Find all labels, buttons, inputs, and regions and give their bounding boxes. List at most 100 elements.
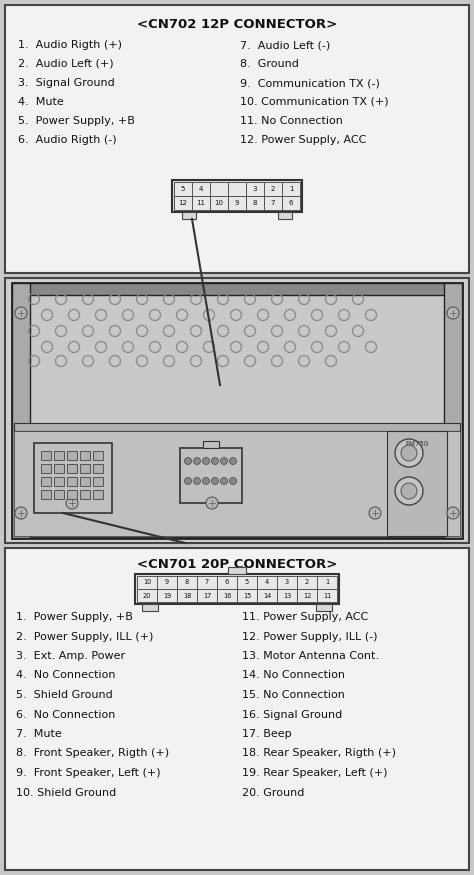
- Circle shape: [193, 458, 201, 465]
- Circle shape: [15, 307, 27, 319]
- Circle shape: [184, 478, 191, 485]
- Bar: [217, 589, 237, 602]
- Text: 7: 7: [205, 579, 209, 585]
- Bar: [14, 423, 460, 431]
- Text: 12: 12: [303, 592, 311, 598]
- Text: 19. Rear Speaker, Left (+): 19. Rear Speaker, Left (+): [242, 768, 388, 778]
- Bar: [137, 589, 157, 602]
- Text: 18. Rear Speaker, Rigth (+): 18. Rear Speaker, Rigth (+): [242, 748, 396, 759]
- Circle shape: [229, 478, 237, 485]
- Bar: [444, 283, 462, 538]
- Bar: [5, 278, 469, 543]
- Bar: [257, 589, 277, 602]
- Bar: [41, 490, 51, 499]
- Text: 12. Power Supply, ACC: 12. Power Supply, ACC: [240, 135, 366, 145]
- Bar: [387, 431, 447, 536]
- Bar: [54, 464, 64, 473]
- Bar: [317, 589, 337, 602]
- Bar: [282, 182, 300, 196]
- Text: 4.  Mute: 4. Mute: [18, 97, 64, 107]
- Text: 6.  Audio Rigth (-): 6. Audio Rigth (-): [18, 135, 117, 145]
- Text: 2: 2: [271, 186, 275, 192]
- Text: 3: 3: [285, 579, 289, 585]
- Bar: [197, 576, 217, 589]
- Text: 16. Signal Ground: 16. Signal Ground: [242, 710, 342, 719]
- Text: 9: 9: [165, 579, 169, 585]
- Text: 4: 4: [265, 579, 269, 585]
- Bar: [277, 589, 297, 602]
- Bar: [54, 490, 64, 499]
- Circle shape: [447, 307, 459, 319]
- Bar: [177, 576, 197, 589]
- Text: <CN701 20P CONNECTOR>: <CN701 20P CONNECTOR>: [137, 558, 337, 571]
- Text: FM750: FM750: [405, 441, 428, 447]
- Text: 14: 14: [263, 592, 271, 598]
- Text: 5: 5: [245, 579, 249, 585]
- Text: 19: 19: [163, 592, 171, 598]
- Bar: [192, 182, 210, 196]
- Text: 1: 1: [325, 579, 329, 585]
- Bar: [67, 490, 77, 499]
- Bar: [210, 196, 228, 210]
- Text: 9.  Communication TX (-): 9. Communication TX (-): [240, 78, 380, 88]
- Bar: [93, 464, 103, 473]
- Circle shape: [401, 483, 417, 499]
- Text: 17. Beep: 17. Beep: [242, 729, 292, 739]
- Circle shape: [220, 458, 228, 465]
- Circle shape: [202, 458, 210, 465]
- Bar: [142, 604, 158, 611]
- Text: 1.  Power Supply, +B: 1. Power Supply, +B: [16, 612, 133, 622]
- Bar: [14, 431, 460, 536]
- Circle shape: [184, 458, 191, 465]
- Bar: [54, 451, 64, 460]
- Bar: [174, 182, 192, 196]
- Bar: [41, 464, 51, 473]
- Bar: [297, 589, 317, 602]
- Circle shape: [369, 507, 381, 519]
- Text: 5: 5: [181, 186, 185, 192]
- Text: 2.  Audio Left (+): 2. Audio Left (+): [18, 59, 114, 69]
- Bar: [157, 576, 177, 589]
- Bar: [67, 464, 77, 473]
- Text: 8: 8: [253, 200, 257, 206]
- Text: 10. Shield Ground: 10. Shield Ground: [16, 788, 116, 797]
- Circle shape: [395, 439, 423, 467]
- Text: 1: 1: [289, 186, 293, 192]
- Text: 20. Ground: 20. Ground: [242, 788, 304, 797]
- Text: 8.  Ground: 8. Ground: [240, 59, 299, 69]
- Bar: [172, 180, 302, 212]
- Circle shape: [15, 507, 27, 519]
- Text: 8.  Front Speaker, Rigth (+): 8. Front Speaker, Rigth (+): [16, 748, 169, 759]
- Text: 13: 13: [283, 592, 291, 598]
- Bar: [135, 574, 339, 604]
- Text: 12. Power Supply, ILL (-): 12. Power Supply, ILL (-): [242, 632, 377, 641]
- Bar: [137, 576, 157, 589]
- Text: 16: 16: [223, 592, 231, 598]
- Text: 11. No Connection: 11. No Connection: [240, 116, 343, 126]
- Text: 15. No Connection: 15. No Connection: [242, 690, 345, 700]
- Text: 6: 6: [225, 579, 229, 585]
- Bar: [5, 548, 469, 870]
- Bar: [246, 196, 264, 210]
- Bar: [80, 477, 90, 486]
- Text: 4: 4: [199, 186, 203, 192]
- Bar: [282, 196, 300, 210]
- Text: 11: 11: [323, 592, 331, 598]
- Bar: [246, 182, 264, 196]
- Circle shape: [401, 445, 417, 461]
- Text: 11: 11: [197, 200, 206, 206]
- Bar: [317, 576, 337, 589]
- Text: <CN702 12P CONNECTOR>: <CN702 12P CONNECTOR>: [137, 18, 337, 31]
- Text: 5.  Shield Ground: 5. Shield Ground: [16, 690, 113, 700]
- Text: 17: 17: [203, 592, 211, 598]
- Bar: [177, 589, 197, 602]
- Text: 20: 20: [143, 592, 151, 598]
- Bar: [80, 464, 90, 473]
- Bar: [257, 576, 277, 589]
- Circle shape: [211, 478, 219, 485]
- Bar: [228, 196, 246, 210]
- Text: 11. Power Supply, ACC: 11. Power Supply, ACC: [242, 612, 368, 622]
- Circle shape: [220, 478, 228, 485]
- Bar: [203, 441, 219, 448]
- Text: 15: 15: [243, 592, 251, 598]
